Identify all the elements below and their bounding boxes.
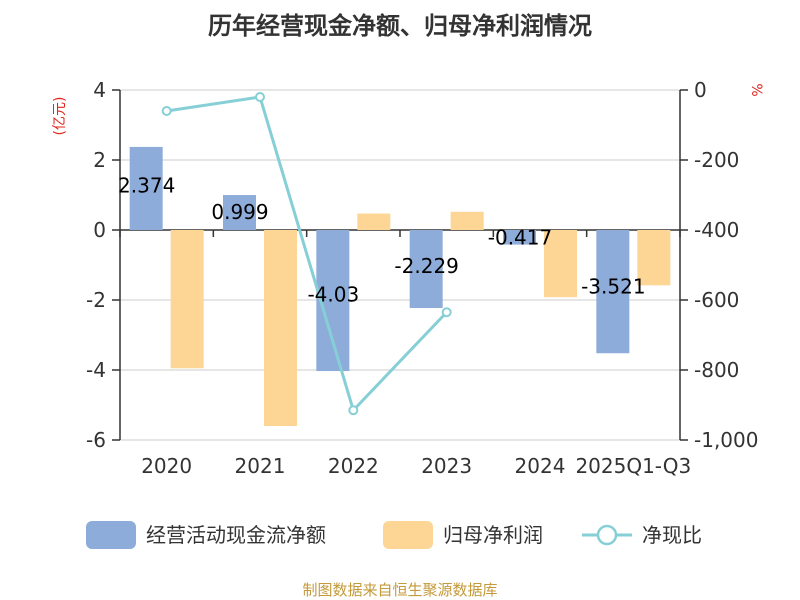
bar-cashflow-2023 (409, 230, 443, 309)
ratio-line-path (166, 95, 448, 414)
x-tick-label: 2020 (141, 454, 192, 478)
right-tick-label: -1,000 (694, 428, 758, 452)
bar-cashflow-2021 (223, 195, 256, 230)
bar-cashflow-2024 (503, 230, 536, 245)
bar-profit-2022 (357, 213, 391, 230)
data-label-cashflow: -4.03 (307, 282, 359, 306)
x-tick-label: 2023 (421, 454, 472, 478)
legend: 经营活动现金流净额 归母净利润 净现比 (86, 521, 702, 549)
ratio-point (348, 405, 359, 416)
source-note: 制图数据来自恒生聚源数据库 (302, 581, 497, 599)
legend-swatch-cashflow (86, 521, 136, 549)
right-tick-label: -800 (694, 358, 739, 382)
bar-profit-2024 (544, 230, 577, 298)
bar-profit-2025Q1-Q3 (637, 230, 671, 286)
ratio-point (161, 106, 172, 116)
chart-title: 历年经营现金净额、归母净利润情况 (208, 12, 592, 40)
data-label-cashflow: -0.417 (488, 226, 552, 250)
left-tick-label: 0 (93, 218, 106, 242)
legend-label-ratio: 净现比 (642, 523, 702, 547)
ratio-point (441, 307, 452, 318)
x-tick-label: 2021 (235, 454, 286, 478)
left-tick-label: -4 (86, 358, 106, 382)
legend-label-profit: 归母净利润 (443, 523, 543, 547)
data-label-cashflow: -3.521 (581, 274, 645, 298)
right-tick-label: 0 (694, 78, 707, 102)
data-label-cashflow: -2.229 (394, 254, 458, 278)
left-axis: 4 2 0 -2 -4 -6 (86, 78, 121, 452)
bar-cashflow-2025Q1-Q3 (596, 230, 630, 354)
left-tick-label: 4 (93, 78, 106, 102)
x-tick-label: 2025Q1-Q3 (575, 454, 691, 478)
ratio-line (161, 92, 452, 416)
bars (129, 146, 671, 426)
right-axis: 0 -200 -400 -600 -800 -1,000 (679, 78, 758, 452)
x-tick-label: 2022 (328, 454, 379, 478)
bar-profit-2020 (170, 230, 204, 369)
data-label-cashflow: 0.999 (211, 200, 268, 224)
bar-cashflow-2020 (129, 146, 163, 230)
right-tick-label: -200 (694, 148, 739, 172)
right-tick-label: -600 (694, 288, 739, 312)
data-label-cashflow: 2.374 (118, 173, 175, 197)
left-tick-label: -6 (86, 428, 106, 452)
legend-swatch-profit (383, 521, 433, 549)
data-labels: 2.374 0.999 -4.03 -2.229 -0.417 -3.521 (118, 173, 646, 306)
right-axis-label: % (748, 83, 764, 96)
bar-profit-2021 (264, 230, 297, 426)
x-tick-label: 2024 (515, 454, 566, 478)
right-tick-label: -400 (694, 218, 739, 242)
bar-profit-2023 (450, 211, 484, 230)
left-tick-label: 2 (93, 148, 106, 172)
ratio-point (255, 92, 265, 102)
legend-marker-ratio (596, 524, 618, 546)
legend-label-cashflow: 经营活动现金流净额 (146, 523, 326, 547)
left-tick-label: -2 (86, 288, 106, 312)
left-axis-label: (亿元) (52, 97, 68, 136)
x-axis-ticks: 2020 2021 2022 2023 2024 2025Q1-Q3 (119, 230, 691, 478)
